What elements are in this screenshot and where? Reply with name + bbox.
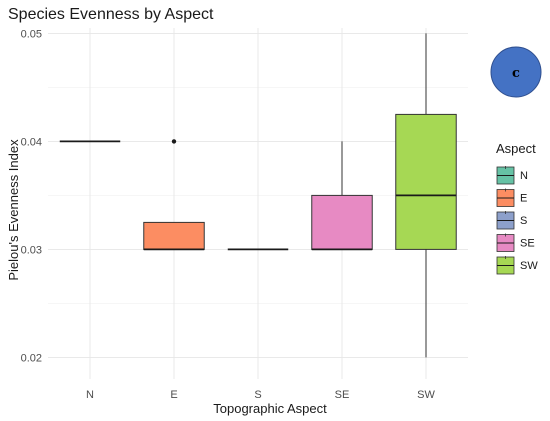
x-tick-label: S [254,389,261,401]
badge-circle [490,46,542,98]
box-body [311,194,373,250]
legend: Aspect NES SE SW [496,141,538,275]
chart-title: Species Evenness by Aspect [8,6,214,23]
y-axis-title: Pielou's Evenness Index [6,139,21,281]
y-tick-label: 0.02 [21,352,42,364]
boxes [59,33,457,358]
y-tick-label: 0.03 [21,244,42,256]
y-ticks: 0.02 0.03 0.04 0.05 [21,28,42,364]
x-tick-label: E [170,389,177,401]
x-tick-label: SW [417,389,435,401]
outlier-point [171,139,177,144]
box-body [395,113,457,250]
box-sw [395,33,457,358]
legend-title: Aspect [496,141,536,156]
panel-badge: c [490,46,542,98]
badge-label: c [512,66,520,81]
box-se [311,141,373,251]
legend-item-se: SE [496,233,535,252]
legend-item-sw: SW [496,256,538,275]
legend-item-e: E [496,188,527,207]
box-e [143,139,205,251]
legend-item-s: S [496,211,527,230]
y-tick-label: 0.04 [21,136,42,148]
legend-item-n: N [496,166,528,185]
legend-entries: NES SE SW [496,166,538,275]
x-tick-label: SE [335,389,350,401]
legend-label: E [520,193,527,205]
legend-label: N [520,170,528,182]
legend-label: SE [520,238,535,250]
y-tick-label: 0.05 [21,28,42,40]
x-ticks: N E S SE SW [86,389,435,401]
x-axis-title: Topographic Aspect [213,401,327,416]
box-body [143,221,205,250]
legend-label: S [520,215,527,227]
x-tick-label: N [86,389,94,401]
legend-label: SW [520,260,538,272]
